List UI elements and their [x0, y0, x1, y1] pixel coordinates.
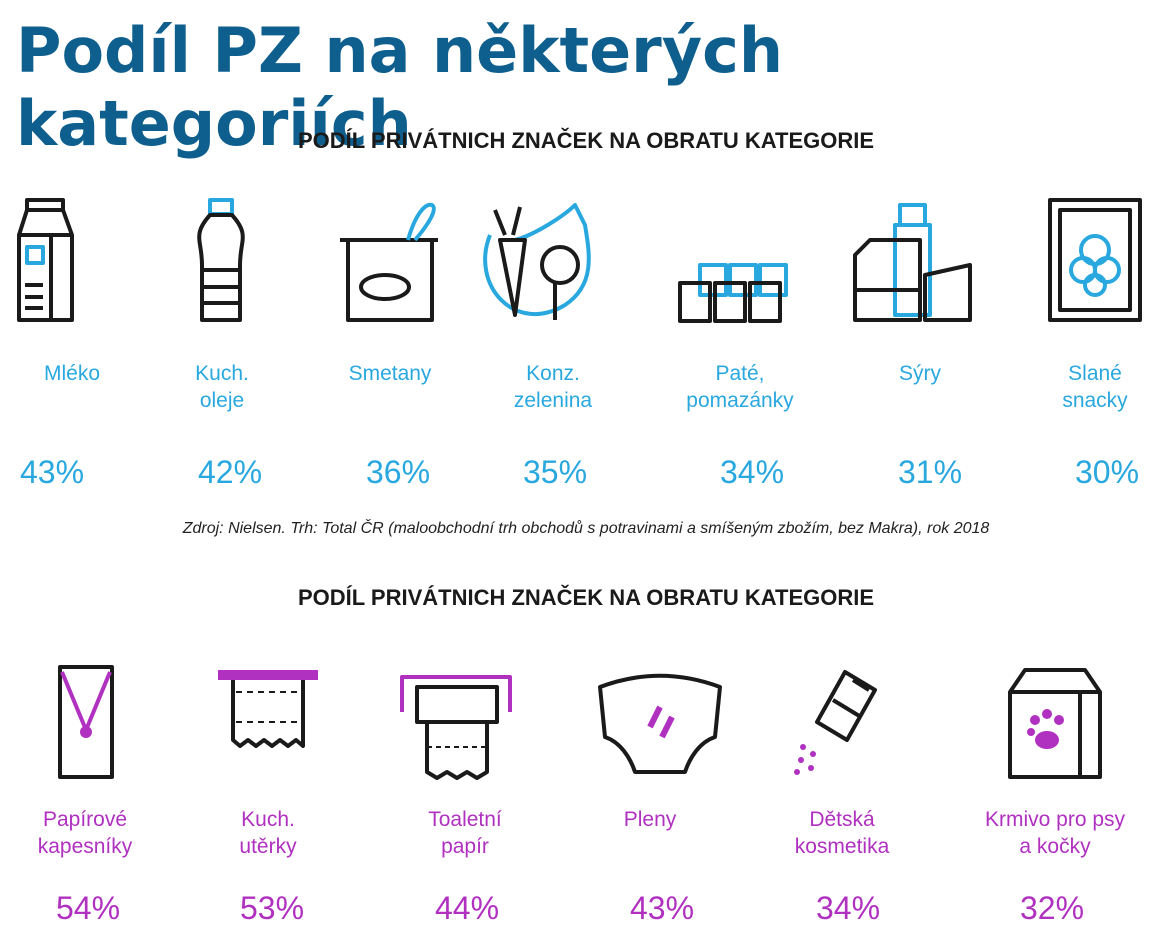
category-label: Krmivo pro psy: [984, 808, 1126, 831]
category-oils: Kuch. oleje: [132, 360, 312, 414]
baby-cosmetics-icon: [794, 670, 877, 775]
section1-heading: PODÍL PRIVÁTNICH ZNAČEK NA OBRATU KATEGO…: [297, 128, 875, 153]
category-cheese: Sýry: [830, 360, 1010, 387]
category-label: Papírové: [42, 808, 128, 831]
share-value: 31%: [897, 454, 963, 490]
category-kitchen-towels: Kuch. utěrky: [178, 806, 358, 860]
category-label: kosmetika: [794, 835, 890, 858]
milk-carton-icon: [17, 198, 74, 322]
category-label: a kočky: [1019, 835, 1091, 858]
category-label: Slané: [1068, 362, 1122, 385]
share-value: 44%: [434, 890, 500, 926]
category-label: oleje: [199, 389, 245, 412]
category-label: kapesníky: [37, 835, 133, 858]
share-value: 43%: [19, 454, 85, 490]
share-value: 54%: [55, 890, 121, 926]
snack-bag-icon: [1048, 198, 1142, 322]
cheese-icon: [853, 203, 972, 322]
kitchen-towel-icon: [218, 670, 318, 748]
share-value: 36%: [365, 454, 431, 490]
category-label: Dětská: [809, 808, 875, 831]
category-label: snacky: [1062, 389, 1128, 412]
share-value: 53%: [239, 890, 305, 926]
share-value: 30%: [1074, 454, 1140, 490]
share-value: 43%: [629, 890, 695, 926]
tissues-icon: [58, 665, 114, 779]
category-label: Kuch.: [195, 362, 249, 385]
pet-food-icon: [1008, 668, 1102, 779]
category-tissues: Papírové kapesníky: [0, 806, 175, 860]
category-label: pomazánky: [686, 389, 794, 412]
oil-bottle-icon: [197, 198, 245, 322]
category-toilet-paper: Toaletní papír: [375, 806, 555, 860]
category-snacks: Slané snacky: [1005, 360, 1172, 414]
category-label: Pleny: [623, 808, 677, 831]
category-baby-cosmetics: Dětská kosmetika: [752, 806, 932, 860]
category-label: utěrky: [239, 835, 297, 858]
category-label: zelenina: [513, 389, 593, 412]
category-label: Mléko: [43, 362, 101, 385]
category-label: Sýry: [899, 362, 941, 385]
category-diapers: Pleny: [560, 806, 740, 833]
share-value: 32%: [1019, 890, 1085, 926]
category-label: Konz.: [526, 362, 580, 385]
toilet-paper-icon: [400, 675, 512, 780]
category-label: Kuch.: [241, 808, 295, 831]
source-note: Zdroj: Nielsen. Trh: Total ČR (maloobcho…: [182, 520, 990, 537]
cream-cup-icon: [340, 202, 438, 322]
category-label: Paté,: [715, 362, 765, 385]
section2-heading: PODÍL PRIVÁTNICH ZNAČEK NA OBRATU KATEGO…: [297, 585, 875, 610]
category-cream: Smetany: [300, 360, 480, 387]
pate-jars-icon: [678, 263, 788, 323]
share-value: 42%: [197, 454, 263, 490]
page-title: Podíl PZ na některých kategoriích: [16, 14, 784, 160]
share-value: 34%: [815, 890, 881, 926]
category-label: Toaletní: [428, 808, 502, 831]
vegetables-icon: [483, 203, 591, 320]
category-pate: Paté, pomazánky: [650, 360, 830, 414]
category-milk: Mléko: [0, 360, 162, 387]
share-value: 34%: [719, 454, 785, 490]
category-label: papír: [441, 835, 489, 858]
category-label: Smetany: [348, 362, 432, 385]
category-pet-food: Krmivo pro psy a kočky: [965, 806, 1145, 860]
share-value: 35%: [522, 454, 588, 490]
category-canned-veg: Konz. zelenina: [463, 360, 643, 414]
diaper-icon: [598, 673, 722, 774]
